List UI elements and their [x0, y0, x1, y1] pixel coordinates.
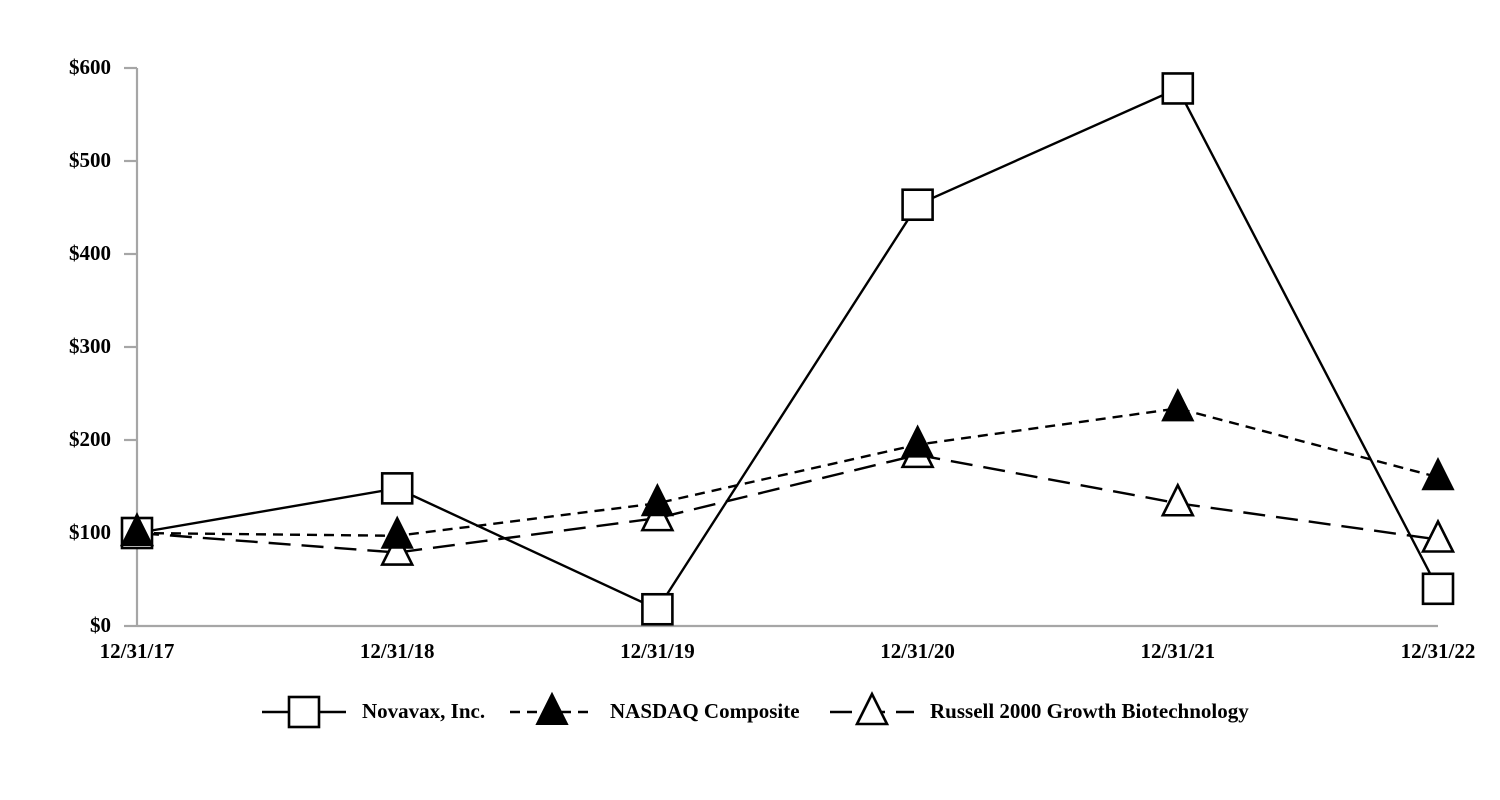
y-tick-label: $400 [69, 241, 111, 265]
y-tick-label: $200 [69, 427, 111, 451]
legend-marker [535, 691, 569, 725]
data-point-marker [380, 515, 414, 549]
data-point-marker [1420, 518, 1456, 553]
data-point-marker [1161, 388, 1195, 422]
legend-label: Novavax, Inc. [362, 699, 485, 723]
data-point-marker [380, 472, 414, 505]
legend-item[interactable]: Novavax, Inc. [262, 695, 485, 729]
legend-item[interactable]: Russell 2000 Growth Biotechnology [830, 691, 1249, 726]
series-line-1 [136, 407, 1439, 537]
y-tick-label: $300 [69, 334, 111, 358]
x-tick-label: 12/31/19 [620, 639, 695, 663]
data-point-marker [1161, 72, 1195, 105]
data-point-marker [1421, 456, 1455, 491]
data-point-marker [641, 592, 674, 626]
data-point-marker [900, 424, 935, 458]
legend-marker [287, 695, 321, 729]
y-tick-label: $0 [90, 613, 111, 637]
x-tick-label: 12/31/22 [1401, 639, 1476, 663]
y-axis: $0 $100 $200 $300 $400 $500 $600 [69, 55, 139, 637]
data-point-marker [380, 531, 415, 566]
data-point-marker [1160, 482, 1195, 517]
series-layer [136, 86, 1440, 611]
data-point-marker [1421, 572, 1455, 606]
y-tick-label: $500 [69, 148, 111, 172]
x-tick-label: 12/31/21 [1140, 639, 1215, 663]
data-point-marker [640, 483, 675, 517]
legend-label: Russell 2000 Growth Biotechnology [930, 699, 1249, 723]
data-point-marker [901, 188, 934, 222]
chart-legend: Novavax, Inc. NASDAQ Composite Russell 200… [262, 691, 1249, 729]
y-tick-label: $100 [69, 520, 111, 544]
x-tick-label: 12/31/20 [880, 639, 955, 663]
legend-marker [854, 691, 890, 726]
y-tick-label: $600 [69, 55, 111, 79]
legend-item[interactable]: NASDAQ Composite [510, 691, 800, 725]
x-tick-label: 12/31/17 [100, 639, 175, 663]
series-line-0 [136, 86, 1440, 611]
x-tick-labels: 12/31/17 12/31/18 12/31/19 12/31/20 12/31/21… [100, 639, 1476, 663]
series-line-2 [136, 453, 1439, 554]
legend-label: NASDAQ Composite [610, 699, 800, 723]
data-point-marker [120, 512, 154, 546]
markers-layer [119, 72, 1456, 626]
x-tick-label: 12/31/18 [360, 639, 435, 663]
